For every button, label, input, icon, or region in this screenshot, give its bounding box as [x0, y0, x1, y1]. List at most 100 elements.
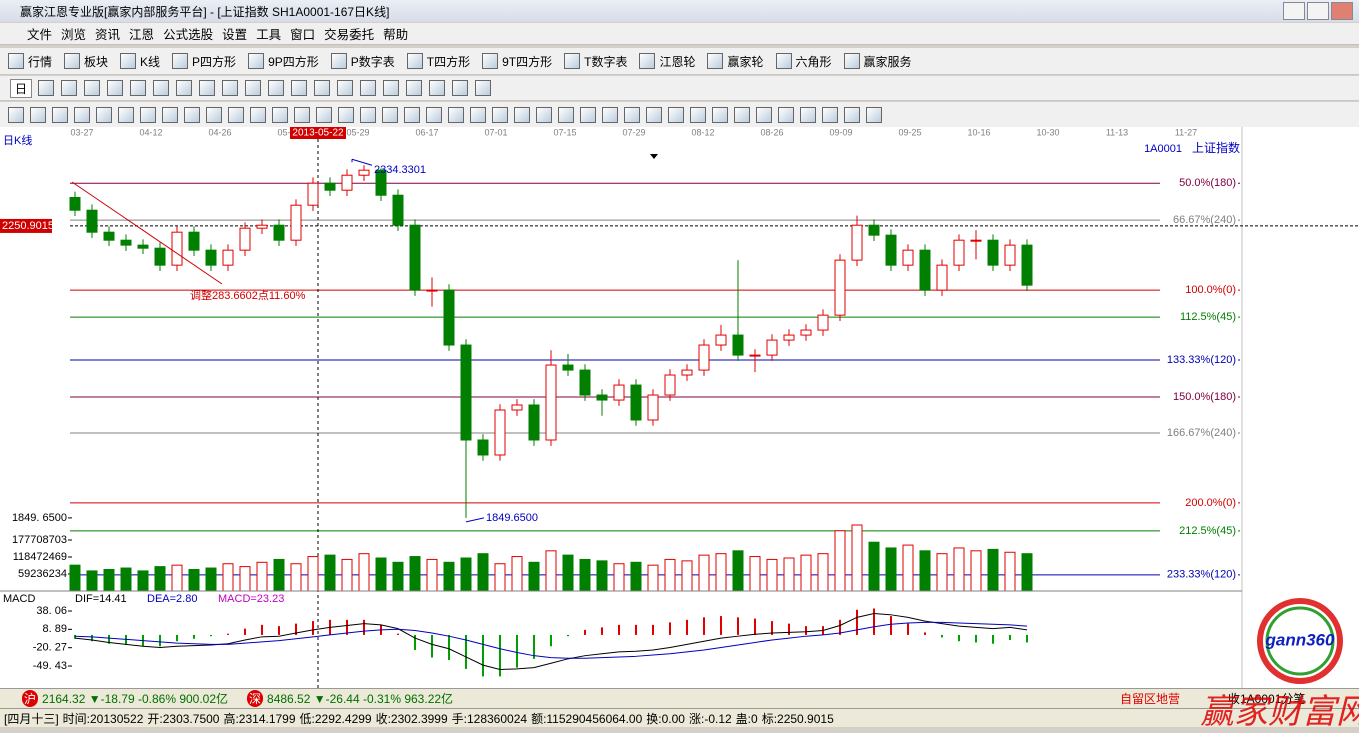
toolbar-button[interactable]: 9P四方形	[248, 53, 319, 70]
toolbar-icon[interactable]	[866, 106, 882, 123]
toolbar-icon[interactable]	[272, 106, 288, 123]
maximize-button[interactable]	[1307, 2, 1329, 20]
toolbar-icon[interactable]	[536, 106, 552, 123]
toolbar-icon[interactable]	[383, 80, 400, 96]
toolbar-icon[interactable]	[492, 106, 508, 123]
toolbar-button[interactable]: P数字表	[330, 53, 395, 70]
menu-item[interactable]: 工具	[256, 28, 282, 42]
menu-item[interactable]: 公式选股	[163, 28, 214, 42]
menu-item[interactable]: 浏览	[61, 28, 87, 42]
toolbar-icon[interactable]	[844, 106, 860, 123]
toolbar-button[interactable]: P四方形	[172, 53, 236, 70]
toolbar-icon[interactable]	[360, 106, 376, 123]
toolbar-icon[interactable]	[404, 106, 420, 123]
toolbar-icon[interactable]	[118, 106, 134, 123]
toolbar-icon[interactable]	[61, 80, 78, 96]
toolbar-icon[interactable]	[206, 106, 222, 123]
toolbar-icon[interactable]	[514, 106, 530, 123]
toolbar-icon[interactable]	[580, 106, 596, 123]
toolbar-icon[interactable]	[268, 80, 285, 96]
toolbar-icon[interactable]	[822, 106, 838, 123]
level-label-bg	[1160, 213, 1238, 228]
toolbar-icon[interactable]	[162, 106, 178, 123]
toolbar-icon[interactable]	[74, 106, 90, 123]
toolbar-button[interactable]: 行情	[8, 53, 52, 70]
close-button[interactable]	[1331, 2, 1353, 20]
volume-bar	[273, 558, 285, 592]
level-label-bg	[1160, 310, 1238, 325]
toolbar-icon[interactable]	[8, 106, 24, 123]
low-label: 1849.6500	[486, 512, 538, 524]
toolbar-icon[interactable]	[250, 106, 266, 123]
toolbar-icon[interactable]	[426, 106, 442, 123]
toolbar-icon[interactable]	[314, 80, 331, 96]
toolbar-icon[interactable]	[245, 80, 262, 96]
toolbar-icon[interactable]	[800, 106, 816, 123]
toolbar-icon[interactable]	[294, 106, 310, 123]
toolbar-icon[interactable]	[184, 106, 200, 123]
toolbar-icon[interactable]	[338, 106, 354, 123]
toolbar-icon[interactable]	[96, 106, 112, 123]
toolbar-icon[interactable]	[646, 106, 662, 123]
toolbar-icon[interactable]	[448, 106, 464, 123]
toolbar-button[interactable]: 9T四方形	[482, 53, 552, 70]
toolbar-button[interactable]: 赢家轮	[707, 53, 764, 70]
toolbar-icon[interactable]	[30, 106, 46, 123]
toolbar-icon[interactable]	[291, 80, 308, 96]
toolbar-icon[interactable]	[38, 80, 55, 96]
toolbar-button[interactable]: 江恩轮	[639, 53, 695, 70]
menu-item[interactable]: 窗口	[290, 28, 316, 42]
toolbar-icon[interactable]	[712, 106, 728, 123]
toolbar-label: 9P四方形	[268, 54, 319, 69]
menu-item[interactable]: 交易委托	[324, 28, 375, 42]
menu-item[interactable]: 江恩	[129, 28, 155, 42]
menu-item[interactable]: 文件	[27, 28, 53, 42]
toolbar-icon[interactable]	[778, 106, 794, 123]
toolbar-icon[interactable]	[130, 80, 147, 96]
toolbar-button[interactable]: 板块	[64, 53, 108, 70]
toolbar-icon[interactable]	[734, 106, 750, 123]
toolbar-icon[interactable]	[360, 80, 377, 96]
toolbar-icon[interactable]	[228, 106, 244, 123]
toolbar-button[interactable]: T数字表	[564, 53, 627, 70]
toolbar-icon[interactable]	[337, 80, 354, 96]
toolbar-icon[interactable]	[602, 106, 618, 123]
toolbar-icon[interactable]	[199, 80, 216, 96]
menu-item[interactable]: 帮助	[383, 28, 409, 42]
candle-body	[375, 169, 387, 196]
toolbar-icon[interactable]	[558, 106, 574, 123]
toolbar-icon[interactable]	[690, 106, 706, 123]
candle-body	[732, 334, 744, 356]
toolbar-button[interactable]: K线	[120, 53, 160, 70]
toolbar-icon[interactable]	[470, 106, 486, 123]
toolbar-icon[interactable]	[52, 106, 68, 123]
toolbar-icon[interactable]	[756, 106, 772, 123]
toolbar-button[interactable]: 六角形	[775, 53, 832, 70]
toolbar-icon[interactable]	[668, 106, 684, 123]
toolbar-icon[interactable]	[316, 106, 332, 123]
toolbar-icon[interactable]	[222, 80, 239, 96]
tick-button[interactable]: 收1A0001分笔	[1228, 692, 1306, 706]
macd-tick-label: 38. 06	[36, 605, 67, 617]
toolbar-icon[interactable]	[382, 106, 398, 123]
menu-item[interactable]: 设置	[222, 28, 248, 42]
info-field: 收:2302.3999	[375, 711, 448, 726]
toolbar-icon[interactable]	[140, 106, 156, 123]
toolbar-icon[interactable]	[406, 80, 423, 96]
toolbar-button[interactable]: T四方形	[406, 53, 470, 70]
menu-item[interactable]: 资讯	[95, 28, 121, 42]
toolbar-icon	[120, 53, 137, 69]
toolbar-icon[interactable]	[452, 80, 469, 96]
toolbar-icon[interactable]	[475, 80, 492, 96]
toolbar-icon[interactable]	[153, 80, 170, 96]
toolbar-icon[interactable]	[84, 80, 101, 96]
toolbar-icon[interactable]	[107, 80, 124, 96]
toolbar-icon[interactable]	[624, 106, 640, 123]
info-field: 时间:20130522	[62, 711, 144, 726]
toolbar-button[interactable]: 赢家服务	[843, 53, 912, 70]
high-label: 2334.3301	[374, 164, 426, 176]
period-selector[interactable]: 日	[10, 78, 33, 98]
minimize-button[interactable]	[1283, 2, 1305, 20]
toolbar-icon[interactable]	[429, 80, 446, 96]
toolbar-icon[interactable]	[176, 80, 193, 96]
